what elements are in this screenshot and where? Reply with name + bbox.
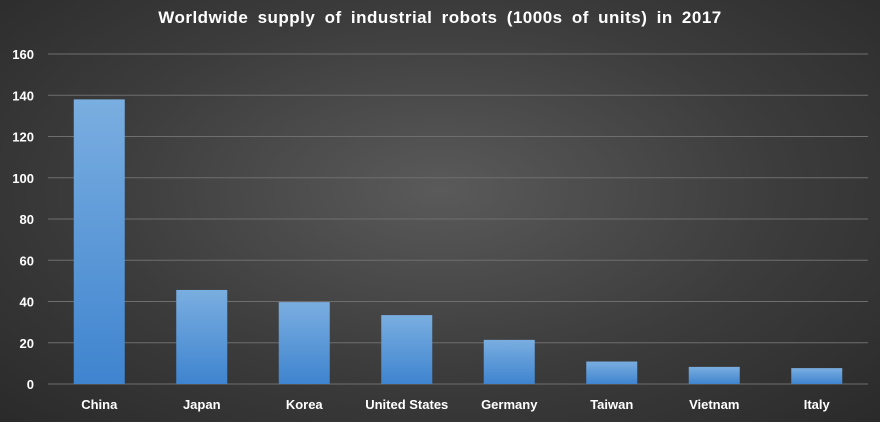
y-tick-label: 20 xyxy=(20,336,34,351)
x-tick-label: Japan xyxy=(183,397,221,412)
y-tick-label: 140 xyxy=(12,88,34,103)
chart-title: Worldwide supply of industrial robots (1… xyxy=(158,8,722,27)
y-tick-label: 160 xyxy=(12,47,34,62)
y-tick-label: 80 xyxy=(20,212,34,227)
y-tick-label: 40 xyxy=(20,295,34,310)
y-tick-label: 60 xyxy=(20,253,34,268)
y-tick-label: 0 xyxy=(27,377,34,392)
gridlines xyxy=(48,53,868,385)
x-tick-label: Italy xyxy=(804,397,831,412)
y-tick-label: 120 xyxy=(12,130,34,145)
x-tick-label: Germany xyxy=(481,397,538,412)
x-tick-label: United States xyxy=(365,397,448,412)
bar-korea xyxy=(278,302,330,384)
y-tick-label: 100 xyxy=(12,171,34,186)
bars xyxy=(73,99,843,384)
x-tick-label: China xyxy=(81,397,118,412)
bar-japan xyxy=(176,289,228,384)
bar-china xyxy=(73,99,125,384)
bar-italy xyxy=(791,368,843,384)
bar-germany xyxy=(483,339,535,384)
bar-taiwan xyxy=(586,361,638,384)
x-tick-label: Vietnam xyxy=(689,397,739,412)
bar-united-states xyxy=(381,315,433,384)
x-tick-label: Korea xyxy=(286,397,324,412)
y-axis: 0 20 40 60 80 100 120 140 160 xyxy=(12,47,34,392)
bar-vietnam xyxy=(688,366,740,384)
x-axis: China Japan Korea United States Germany Taiwa… xyxy=(81,397,830,412)
x-tick-label: Taiwan xyxy=(590,397,633,412)
